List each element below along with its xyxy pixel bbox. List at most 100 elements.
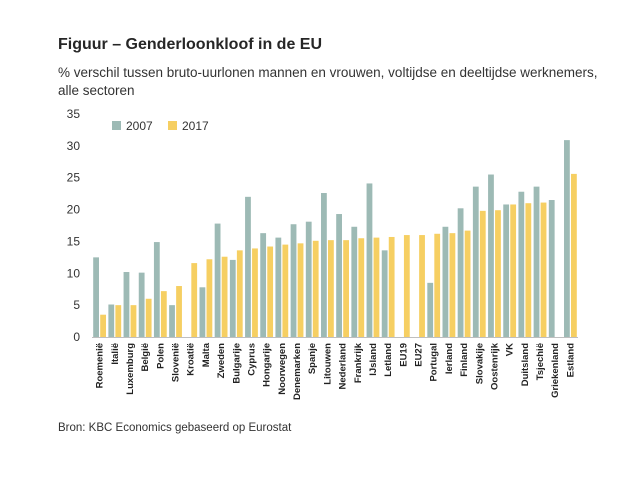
bar-2007-italië xyxy=(108,304,115,337)
bar-2017-luxemburg xyxy=(130,305,137,337)
bar-2017-ierland xyxy=(449,233,456,337)
bar-2007-slovakije xyxy=(472,186,479,337)
bar-2007-finland xyxy=(457,208,464,337)
legend-label-2017: 2017 xyxy=(182,119,209,133)
bar-2017-italië xyxy=(115,305,122,337)
x-tick-label: Litouwen xyxy=(322,343,333,385)
bar-2017-litouwen xyxy=(328,240,334,337)
bar-2017-roemenië xyxy=(100,314,106,337)
x-tick-label: Kroatië xyxy=(186,343,197,376)
legend-label-2007: 2007 xyxy=(126,119,153,133)
legend-swatch-2017 xyxy=(168,121,177,130)
x-tick-label: Tsjechië xyxy=(535,343,546,380)
x-tick-label: EU27 xyxy=(414,343,425,367)
bar-2017-estland xyxy=(571,173,577,337)
bar-2007-malta xyxy=(199,287,206,337)
bar-2017-cyprus xyxy=(252,248,258,337)
x-axis: Roemenië Italië Luxemburg België Polen Sloven… xyxy=(92,337,578,400)
bar-2017-belgië xyxy=(145,298,152,337)
x-tick-label: Frankrijk xyxy=(353,342,364,383)
x-tick-label: Spanje xyxy=(307,343,318,374)
bar-2007-bulgarije xyxy=(229,259,236,337)
bar-2007-cyprus xyxy=(245,196,251,337)
x-tick-label: Italië xyxy=(110,343,121,365)
y-tick-label: 25 xyxy=(67,171,81,185)
x-tick-label: Luxemburg xyxy=(125,343,136,395)
x-tick-label: Slovakije xyxy=(474,343,485,384)
bar-2007-denemarken xyxy=(290,224,297,337)
bar-2007-ijsland xyxy=(366,183,373,337)
x-tick-label: Ierland xyxy=(444,343,455,374)
bar-2007-roemenië xyxy=(93,257,99,337)
x-tick-label: Letland xyxy=(383,343,394,377)
x-tick-label: Polen xyxy=(155,343,166,369)
bar-2007-litouwen xyxy=(321,193,327,337)
legend: 2007 2017 xyxy=(112,119,209,133)
bar-2017-hongarije xyxy=(267,246,274,337)
bar-2007-noorwegen xyxy=(275,237,282,337)
x-tick-label: Slovenië xyxy=(171,343,182,382)
bar-2017-spanje xyxy=(312,240,319,337)
bar-2007-frankrijk xyxy=(351,226,358,337)
bar-2007-zweden xyxy=(214,223,221,337)
bar-2017-eu19 xyxy=(403,235,410,337)
bar-2007-spanje xyxy=(305,221,312,337)
x-tick-label: Oostenrijk xyxy=(489,342,500,390)
chart-title: Figuur – Genderloonkloof in de EU xyxy=(58,36,323,53)
x-tick-label: Zweden xyxy=(216,343,227,379)
bar-2017-slovakije xyxy=(479,210,486,337)
x-tick-label: Estland xyxy=(565,343,576,378)
bar-2007-polen xyxy=(153,242,160,337)
source-note: Bron: KBC Economics gebaseerd op Eurosta… xyxy=(58,422,292,434)
bar-2007-slovenië xyxy=(169,305,175,337)
x-tick-label: VK xyxy=(505,343,516,356)
bar-2007-estland xyxy=(564,140,570,337)
y-tick-label: 0 xyxy=(73,330,80,344)
bar-2007-tsjechië xyxy=(533,186,540,337)
x-tick-label: Portugal xyxy=(429,343,440,382)
bar-2017-vk xyxy=(510,204,517,337)
bar-2017-slovenië xyxy=(176,286,182,337)
x-tick-label: Malta xyxy=(201,342,212,367)
bar-2017-duitsland xyxy=(525,203,532,337)
bar-2017-zweden xyxy=(221,256,228,337)
bar-2017-tsjechië xyxy=(540,202,547,337)
y-tick-label: 15 xyxy=(67,234,81,248)
y-tick-label: 10 xyxy=(67,266,81,280)
x-tick-label: België xyxy=(140,343,151,372)
bar-2017-noorwegen xyxy=(282,244,289,337)
bar-2007-belgië xyxy=(138,272,145,337)
bar-2007-vk xyxy=(503,204,510,337)
bar-2017-ijsland xyxy=(373,237,380,337)
x-tick-label: Finland xyxy=(459,343,470,377)
y-tick-label: 35 xyxy=(67,107,81,121)
x-tick-label: Duitsland xyxy=(520,343,531,386)
bar-2017-letland xyxy=(388,236,395,337)
bar-2017-eu27 xyxy=(419,235,425,337)
bar-2007-portugal xyxy=(427,282,434,337)
x-tick-label: Nederland xyxy=(338,343,349,390)
bar-2007-nederland xyxy=(336,214,342,337)
x-tick-label: EU19 xyxy=(398,343,409,367)
bar-2007-duitsland xyxy=(518,191,525,337)
x-tick-label: Noorwegen xyxy=(277,343,288,395)
x-tick-label: Bulgarije xyxy=(231,343,242,384)
x-tick-label: Cyprus xyxy=(246,343,257,376)
y-tick-label: 20 xyxy=(67,203,81,217)
y-axis: 0 5 10 15 20 25 30 35 xyxy=(67,107,81,344)
bar-2007-hongarije xyxy=(260,233,267,337)
bar-2017-oostenrijk xyxy=(495,210,501,337)
y-tick-label: 30 xyxy=(67,139,81,153)
x-tick-label: Denemarken xyxy=(292,343,303,400)
bar-2017-malta xyxy=(206,259,213,337)
x-tick-label: Griekenland xyxy=(550,343,561,398)
bar-2017-finland xyxy=(464,230,471,337)
bar-2017-portugal xyxy=(434,233,441,337)
bar-2017-polen xyxy=(160,291,167,337)
bar-2007-ierland xyxy=(442,226,449,337)
bar-2007-griekenland xyxy=(548,200,555,337)
x-tick-label: Roemenië xyxy=(95,343,106,388)
legend-swatch-2007 xyxy=(112,121,121,130)
x-tick-label: IJsland xyxy=(368,343,379,376)
